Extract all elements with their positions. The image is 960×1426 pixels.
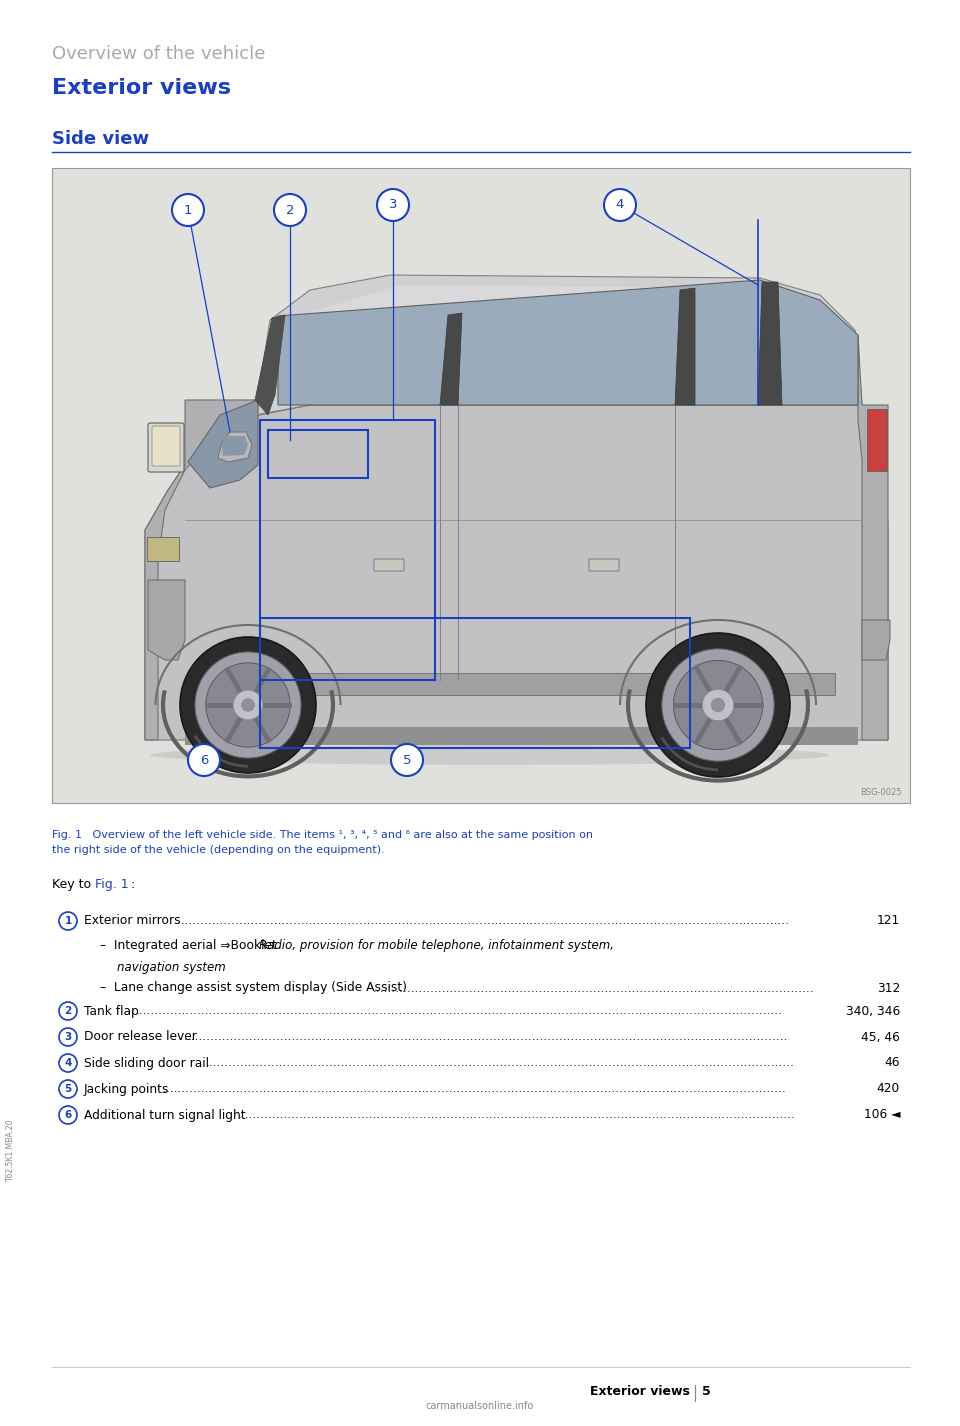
FancyBboxPatch shape — [867, 409, 887, 471]
Text: 6: 6 — [64, 1109, 72, 1119]
Text: Fig. 1: Fig. 1 — [95, 878, 129, 891]
Circle shape — [172, 194, 204, 225]
Polygon shape — [222, 436, 248, 456]
Text: 420: 420 — [876, 1082, 900, 1095]
Circle shape — [59, 1054, 77, 1072]
Text: Overview of the vehicle: Overview of the vehicle — [52, 46, 265, 63]
Polygon shape — [862, 620, 890, 660]
FancyBboxPatch shape — [589, 559, 619, 570]
Circle shape — [702, 689, 733, 720]
Circle shape — [274, 194, 306, 225]
Text: Exterior views: Exterior views — [52, 78, 231, 98]
Polygon shape — [255, 275, 862, 415]
Circle shape — [604, 190, 636, 221]
Polygon shape — [255, 315, 285, 415]
Circle shape — [205, 663, 290, 747]
Circle shape — [710, 697, 725, 712]
Circle shape — [59, 1107, 77, 1124]
Circle shape — [59, 1002, 77, 1020]
Circle shape — [377, 190, 409, 221]
Text: Tank flap: Tank flap — [84, 1004, 139, 1018]
Text: Key to: Key to — [52, 878, 95, 891]
FancyBboxPatch shape — [52, 168, 910, 803]
Text: Jacking points: Jacking points — [84, 1082, 170, 1095]
Text: 6: 6 — [200, 753, 208, 767]
Text: Exterior mirrors: Exterior mirrors — [84, 914, 180, 927]
Polygon shape — [675, 288, 695, 405]
Text: 106 ◄: 106 ◄ — [863, 1108, 900, 1121]
Polygon shape — [145, 405, 888, 740]
Text: 46: 46 — [884, 1057, 900, 1070]
Text: Radio, provision for mobile telephone, infotainment system,: Radio, provision for mobile telephone, i… — [259, 940, 614, 953]
FancyBboxPatch shape — [147, 538, 179, 560]
Text: ................................................................................: ........................................… — [373, 981, 815, 994]
Text: 45, 46: 45, 46 — [861, 1031, 900, 1044]
Circle shape — [59, 1028, 77, 1047]
Circle shape — [661, 649, 774, 761]
Circle shape — [188, 744, 220, 776]
Polygon shape — [858, 335, 888, 740]
Polygon shape — [278, 279, 858, 405]
Text: 4: 4 — [64, 1058, 72, 1068]
FancyBboxPatch shape — [374, 559, 404, 570]
Text: 3: 3 — [64, 1032, 72, 1042]
Text: Side view: Side view — [52, 130, 149, 148]
Text: T62.5K1.MBA.20: T62.5K1.MBA.20 — [6, 1119, 14, 1181]
Text: 1: 1 — [183, 204, 192, 217]
Text: 2: 2 — [64, 1005, 72, 1015]
Text: ................................................................................: ........................................… — [184, 1031, 789, 1044]
Text: Exterior views: Exterior views — [590, 1385, 690, 1397]
Text: Fig. 1   Overview of the left vehicle side. The items ¹, ³, ⁴, ⁵ and ⁶ are also : Fig. 1 Overview of the left vehicle side… — [52, 830, 593, 854]
FancyBboxPatch shape — [148, 424, 184, 472]
Text: 5: 5 — [64, 1084, 72, 1094]
Text: 1: 1 — [64, 915, 72, 925]
Text: ................................................................................: ........................................… — [205, 1057, 795, 1070]
Text: Side sliding door rail: Side sliding door rail — [84, 1057, 209, 1070]
Polygon shape — [145, 401, 260, 740]
Text: ................................................................................: ........................................… — [174, 914, 789, 927]
Circle shape — [59, 1079, 77, 1098]
Circle shape — [241, 699, 254, 712]
Circle shape — [391, 744, 423, 776]
FancyBboxPatch shape — [152, 426, 180, 466]
Polygon shape — [188, 401, 258, 488]
Text: 5: 5 — [702, 1385, 710, 1397]
Text: ................................................................................: ........................................… — [135, 1004, 782, 1018]
Text: Additional turn signal light: Additional turn signal light — [84, 1108, 246, 1121]
Text: –  Lane change assist system display (Side Assist): – Lane change assist system display (Sid… — [100, 981, 407, 994]
Text: 312: 312 — [876, 981, 900, 994]
Text: –  Integrated aerial ⇒Booklet: – Integrated aerial ⇒Booklet — [100, 940, 280, 953]
Text: 2: 2 — [286, 204, 295, 217]
Text: BSG-0025: BSG-0025 — [860, 789, 902, 797]
Polygon shape — [275, 285, 850, 379]
Circle shape — [59, 913, 77, 930]
Text: 4: 4 — [615, 198, 624, 211]
Text: :: : — [130, 878, 134, 891]
Polygon shape — [758, 282, 782, 405]
Ellipse shape — [150, 744, 830, 764]
Circle shape — [233, 690, 263, 720]
Text: navigation system: navigation system — [117, 961, 226, 974]
Polygon shape — [440, 312, 462, 405]
Text: ................................................................................: ........................................… — [162, 1082, 786, 1095]
Text: 121: 121 — [876, 914, 900, 927]
Text: 3: 3 — [389, 198, 397, 211]
Polygon shape — [218, 432, 252, 462]
Circle shape — [673, 660, 762, 750]
Circle shape — [180, 637, 316, 773]
Text: 5: 5 — [403, 753, 411, 767]
Circle shape — [646, 633, 790, 777]
Circle shape — [195, 652, 301, 759]
Text: 340, 346: 340, 346 — [846, 1004, 900, 1018]
Polygon shape — [148, 580, 185, 660]
Text: carmanualsonline.info: carmanualsonline.info — [426, 1400, 534, 1410]
FancyBboxPatch shape — [185, 727, 858, 744]
Text: ................................................................................: ........................................… — [238, 1108, 796, 1121]
Text: Door release lever: Door release lever — [84, 1031, 197, 1044]
FancyBboxPatch shape — [195, 673, 835, 694]
